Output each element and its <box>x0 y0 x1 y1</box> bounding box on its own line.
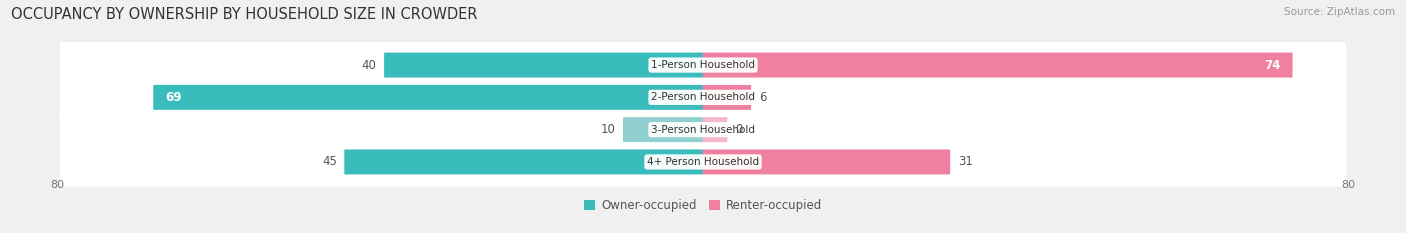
FancyBboxPatch shape <box>384 53 703 78</box>
FancyBboxPatch shape <box>59 73 1347 122</box>
Text: 0: 0 <box>735 123 742 136</box>
Text: 2-Person Household: 2-Person Household <box>651 92 755 102</box>
Text: 10: 10 <box>600 123 616 136</box>
FancyBboxPatch shape <box>703 117 727 142</box>
Legend: Owner-occupied, Renter-occupied: Owner-occupied, Renter-occupied <box>583 199 823 212</box>
Text: 80: 80 <box>1341 180 1355 190</box>
FancyBboxPatch shape <box>703 149 950 175</box>
FancyBboxPatch shape <box>623 117 703 142</box>
FancyBboxPatch shape <box>703 85 751 110</box>
Text: 40: 40 <box>361 58 377 72</box>
Text: 4+ Person Household: 4+ Person Household <box>647 157 759 167</box>
Text: 45: 45 <box>322 155 337 168</box>
FancyBboxPatch shape <box>59 41 1347 90</box>
Text: 1-Person Household: 1-Person Household <box>651 60 755 70</box>
Text: 69: 69 <box>166 91 183 104</box>
FancyBboxPatch shape <box>153 85 703 110</box>
Text: OCCUPANCY BY OWNERSHIP BY HOUSEHOLD SIZE IN CROWDER: OCCUPANCY BY OWNERSHIP BY HOUSEHOLD SIZE… <box>11 7 478 22</box>
Text: 6: 6 <box>759 91 766 104</box>
Text: 80: 80 <box>51 180 65 190</box>
FancyBboxPatch shape <box>703 53 1292 78</box>
Text: 74: 74 <box>1264 58 1281 72</box>
FancyBboxPatch shape <box>59 137 1347 186</box>
FancyBboxPatch shape <box>59 105 1347 154</box>
Text: 3-Person Household: 3-Person Household <box>651 125 755 135</box>
Text: 31: 31 <box>957 155 973 168</box>
Text: Source: ZipAtlas.com: Source: ZipAtlas.com <box>1284 7 1395 17</box>
FancyBboxPatch shape <box>344 149 703 175</box>
